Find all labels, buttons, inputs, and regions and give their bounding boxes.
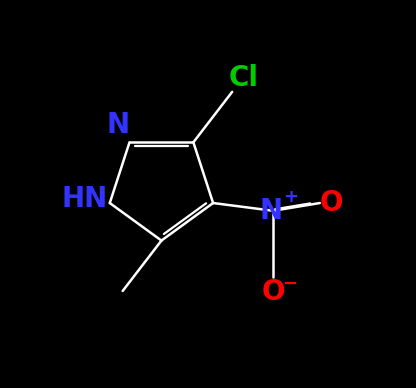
Text: −: − — [282, 275, 297, 293]
Text: HN: HN — [62, 185, 108, 213]
Text: N: N — [106, 111, 129, 139]
Text: N: N — [260, 197, 283, 225]
Text: Cl: Cl — [229, 64, 259, 92]
Text: O: O — [262, 278, 285, 306]
Text: O: O — [319, 189, 343, 217]
Text: +: + — [283, 188, 298, 206]
